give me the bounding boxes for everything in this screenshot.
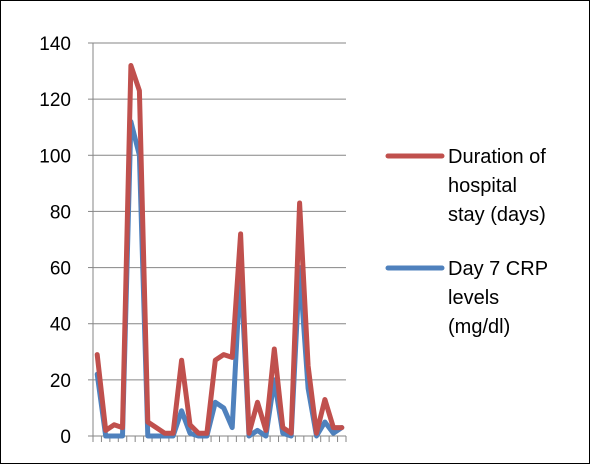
legend-label-line: Duration of (448, 146, 546, 168)
legend-label-line: (mg/dl) (448, 316, 510, 338)
legend-label-duration-of-hospital-stay: Duration of hospital stay (days) (448, 146, 546, 226)
legend-label-line: Day 7 CRP (448, 258, 548, 280)
y-tick-label: 140 (39, 34, 71, 55)
axes: 0 20 40 60 80 100 120 140 (39, 34, 347, 448)
gridlines (93, 42, 346, 381)
legend-label-day-7-crp: Day 7 CRP levels (mg/dl) (448, 258, 548, 338)
y-tick-label: 20 (50, 371, 71, 392)
legend-label-line: hospital (448, 175, 517, 197)
y-tick-label: 120 (39, 90, 71, 111)
y-tick-label: 40 (50, 315, 71, 336)
y-tick-label: 80 (50, 202, 71, 223)
legend: Duration of hospital stay (days) Day 7 CRP l… (385, 146, 548, 338)
y-tick-label: 100 (39, 146, 71, 167)
y-tick-label: 0 (60, 427, 71, 448)
series-line-day-7-crp (94, 119, 345, 439)
legend-label-line: stay (days) (448, 204, 546, 226)
series-lines (94, 63, 345, 439)
legend-label-line: levels (448, 287, 499, 309)
series-line-duration-of-hospital-stay (94, 63, 345, 436)
y-tick-label: 60 (50, 259, 71, 280)
